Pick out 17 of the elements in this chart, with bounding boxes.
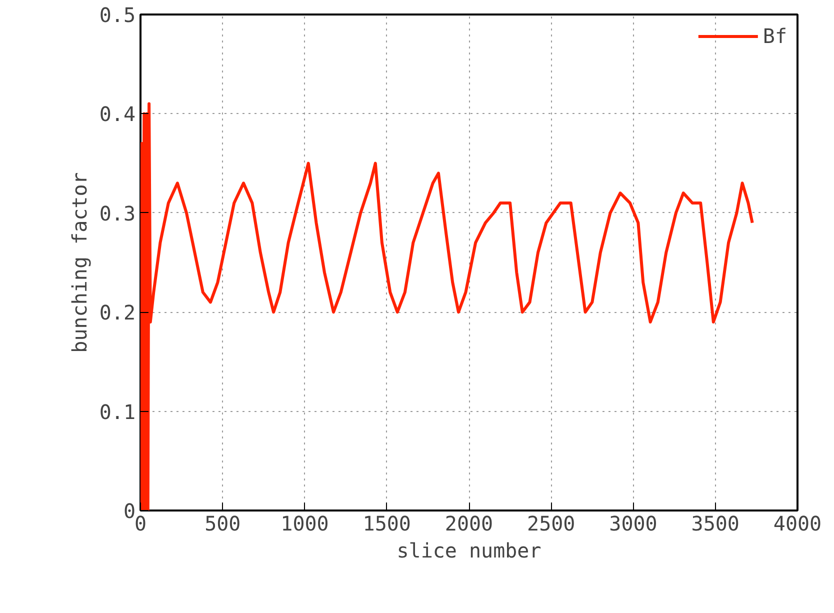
x-axis-title: slice number (396, 538, 542, 562)
line-series (140, 102, 754, 510)
x-tick-label: 2500 (527, 512, 576, 536)
y-tick-label: 0.1 (99, 400, 136, 424)
x-tick-label: 3500 (691, 512, 740, 536)
legend-label: Bf (762, 24, 787, 48)
x-tick-label: 500 (204, 512, 241, 536)
y-tick-label: 0.3 (99, 201, 136, 226)
x-tick-label: 2000 (444, 512, 494, 536)
x-tick-label: 4000 (773, 512, 822, 536)
y-tick-label: 0.4 (99, 102, 136, 126)
x-tick-label: 1000 (280, 512, 329, 536)
y-axis-title: bunching factor (67, 172, 92, 353)
y-tick-label: 0.2 (99, 300, 136, 325)
y-tick-label: 0.5 (99, 3, 136, 27)
x-tick-label: 3000 (609, 512, 658, 536)
x-tick-label: 1500 (362, 512, 411, 536)
